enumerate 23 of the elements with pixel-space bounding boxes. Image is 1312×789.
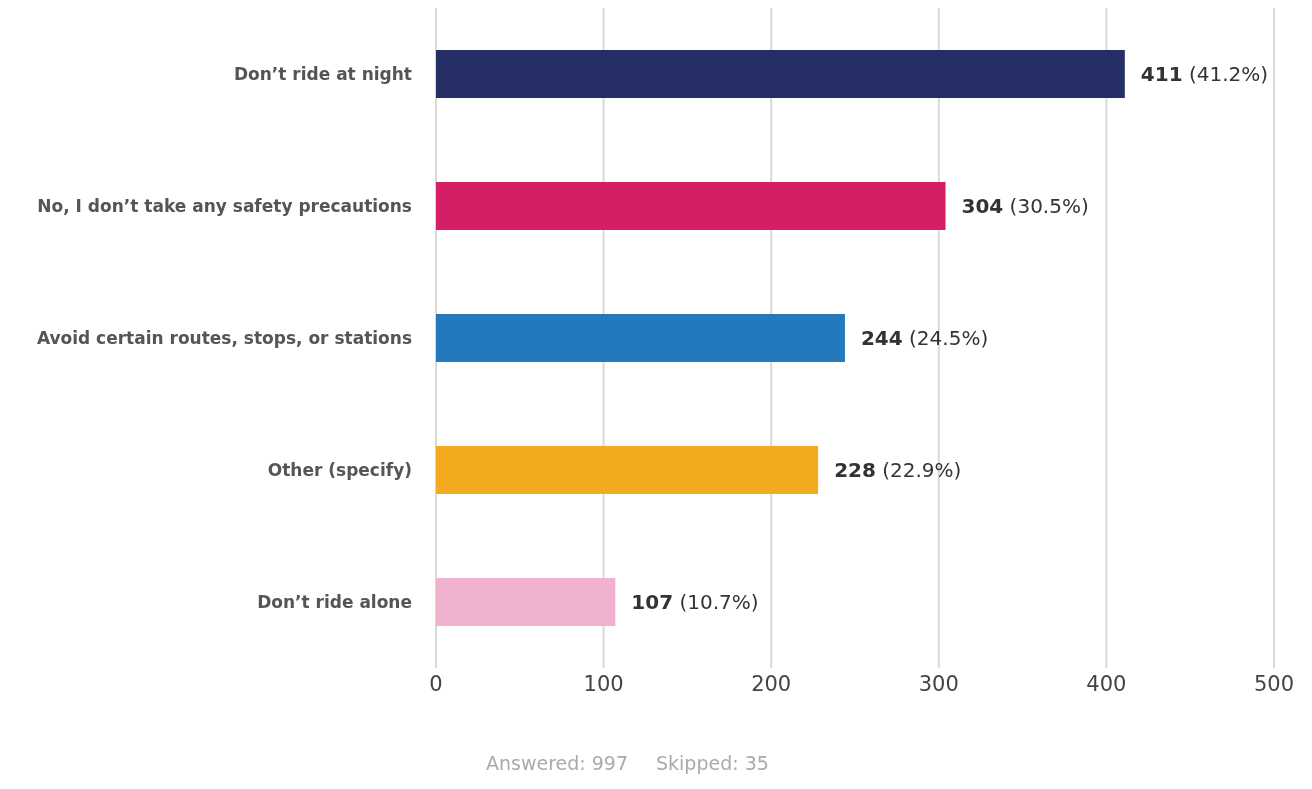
x-tick-label: 200 xyxy=(751,671,792,696)
x-tick-label: 300 xyxy=(918,671,959,696)
y-tick-label: Other (specify) xyxy=(267,460,412,480)
text: Skipped: 35 xyxy=(656,752,769,774)
bar xyxy=(436,314,845,362)
data-label: 244 (24.5%) xyxy=(860,326,989,350)
bar xyxy=(436,182,946,230)
text: Answered: 997 xyxy=(486,752,629,774)
data-label: 107 (10.7%) xyxy=(631,590,759,614)
y-tick-label: Avoid certain routes, stops, or stations xyxy=(36,328,412,348)
y-tick-label: Don’t ride at night xyxy=(233,64,412,84)
data-label: 228 (22.9%) xyxy=(834,458,962,482)
bar xyxy=(436,578,616,626)
bar xyxy=(436,446,819,494)
x-tick-label: 400 xyxy=(1086,671,1127,696)
y-tick-label: Don’t ride alone xyxy=(257,592,412,612)
x-tick-label: 0 xyxy=(429,671,443,696)
y-tick-label: No, I don’t take any safety precautions xyxy=(37,196,412,216)
x-tick-label: 100 xyxy=(583,671,624,696)
data-label: 304 (30.5%) xyxy=(961,194,1089,218)
bar xyxy=(436,50,1125,98)
x-tick-label: 500 xyxy=(1253,671,1295,696)
data-label: 411 (41.2%) xyxy=(1140,62,1269,86)
